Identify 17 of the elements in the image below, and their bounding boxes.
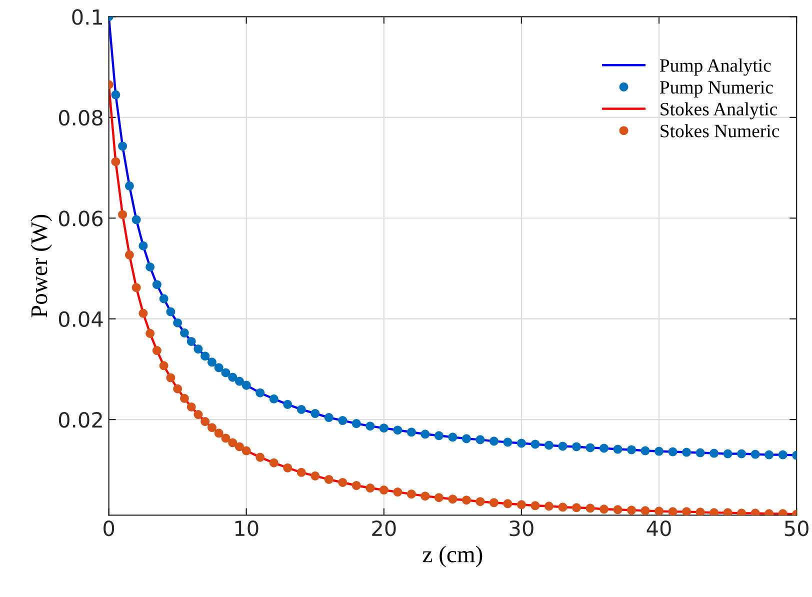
legend-label: Stokes Analytic [660, 102, 778, 120]
y-tick-label: 0.08 [58, 110, 103, 126]
x-tick-label: 0 [104, 520, 114, 536]
x-tick-label: 40 [646, 520, 671, 536]
y-tick-label: 0.04 [58, 311, 103, 328]
legend-label: Pump Numeric [660, 81, 773, 98]
x-tick-label: 50 [784, 520, 808, 536]
x-tick-label: 30 [510, 520, 534, 536]
legend-label: Pump Analytic [660, 58, 771, 76]
x-axis-title: z (cm) [422, 546, 482, 568]
y-tick-label: 0.06 [58, 210, 103, 226]
y-tick-label: 0.1 [72, 9, 102, 25]
x-tick-label: 10 [235, 520, 258, 536]
y-axis-title: Power (W) [30, 214, 52, 318]
x-tick-label: 20 [372, 520, 396, 536]
legend-label: Stokes Numeric [660, 124, 780, 138]
y-tick-label: 0.02 [58, 412, 102, 428]
